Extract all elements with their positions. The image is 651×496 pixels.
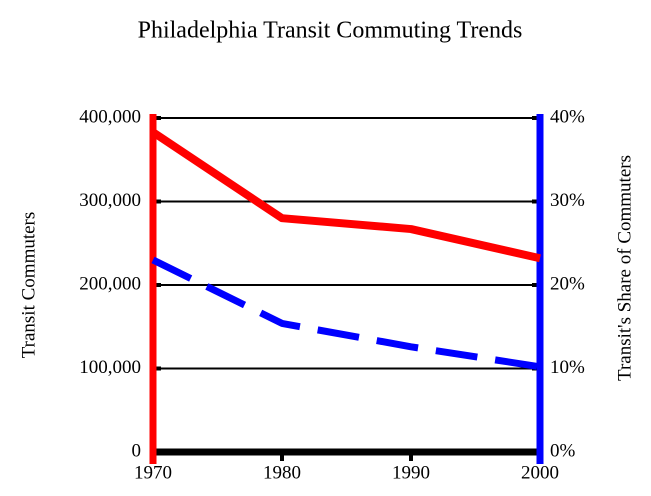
x-tick-label: 2000 bbox=[521, 462, 559, 483]
series-line bbox=[151, 256, 541, 371]
chart-title: Philadelphia Transit Commuting Trends bbox=[138, 18, 523, 44]
y-axis-label: Transit Commuters bbox=[18, 212, 39, 359]
series-line bbox=[150, 128, 541, 263]
x-tick-label: 1970 bbox=[134, 462, 172, 483]
y2-tick-label: 40% bbox=[550, 106, 585, 127]
y2-axis-label: Transit's Share of Commuters bbox=[614, 155, 635, 381]
y2-tick-label: 20% bbox=[550, 273, 585, 294]
y-tick-label: 0 bbox=[132, 440, 142, 461]
y-tick-label: 200,000 bbox=[79, 273, 141, 294]
y2-tick-label: 30% bbox=[550, 190, 585, 211]
x-tick-label: 1990 bbox=[392, 462, 430, 483]
y-tick-label: 100,000 bbox=[79, 357, 141, 378]
x-tick-label: 1980 bbox=[263, 462, 301, 483]
y-tick-label: 400,000 bbox=[79, 106, 141, 127]
y-tick-label: 300,000 bbox=[79, 190, 141, 211]
y2-tick-label: 0% bbox=[550, 440, 576, 461]
y2-tick-label: 10% bbox=[550, 357, 585, 378]
